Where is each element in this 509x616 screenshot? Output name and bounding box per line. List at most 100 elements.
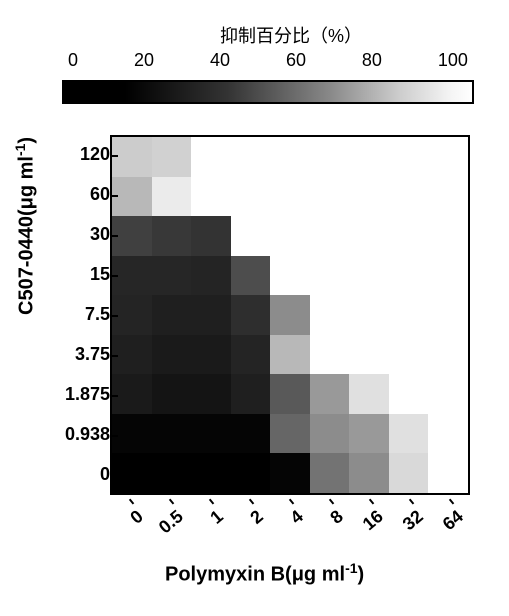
heatmap-cell	[152, 177, 192, 217]
heatmap-cell	[112, 453, 152, 493]
heatmap-cell	[389, 137, 429, 177]
heatmap-cell	[389, 374, 429, 414]
heatmap-cell	[389, 177, 429, 217]
heatmap-cell	[191, 374, 231, 414]
heatmap-cell	[270, 216, 310, 256]
heatmap-cell	[231, 137, 271, 177]
heatmap-cell	[152, 256, 192, 296]
colorbar-tick: 40	[210, 50, 230, 70]
heatmap-cell	[349, 335, 389, 375]
heatmap-cell	[270, 295, 310, 335]
colorbar-tick: 100	[438, 50, 468, 70]
heatmap-cell	[428, 453, 468, 493]
heatmap-cell	[389, 335, 429, 375]
y-tick: 15	[56, 264, 110, 285]
heatmap-cell	[310, 295, 350, 335]
heatmap-cell	[191, 335, 231, 375]
y-axis: 120 60 30 15 7.5 3.75 1.875 0.938 0	[56, 135, 110, 495]
heatmap-cell	[310, 256, 350, 296]
x-tick: 4	[286, 506, 307, 529]
heatmap-cell	[349, 256, 389, 296]
heatmap-cell	[428, 414, 468, 454]
y-tick: 120	[56, 144, 110, 165]
y-axis-label: C507-0440(μg ml-1)	[12, 137, 39, 315]
y-tick: 0	[56, 464, 110, 485]
heatmap-cell	[349, 177, 389, 217]
heatmap-cell	[191, 137, 231, 177]
x-axis: 00.51248163264	[110, 500, 470, 550]
y-tick: 7.5	[56, 304, 110, 325]
colorbar	[62, 80, 474, 104]
heatmap-cell	[191, 177, 231, 217]
heatmap-cell	[270, 374, 310, 414]
heatmap-cell	[231, 177, 271, 217]
colorbar-tick: 20	[134, 50, 154, 70]
heatmap-cell	[231, 414, 271, 454]
heatmap-cell	[152, 374, 192, 414]
heatmap-cell	[152, 414, 192, 454]
y-tick: 1.875	[56, 384, 110, 405]
heatmap-cell	[310, 453, 350, 493]
heatmap-cell	[310, 137, 350, 177]
heatmap-cell	[349, 414, 389, 454]
y-tick: 3.75	[56, 344, 110, 365]
x-tick: 8	[326, 506, 347, 529]
heatmap-cell	[428, 335, 468, 375]
heatmap-cell	[270, 335, 310, 375]
heatmap-cell	[191, 216, 231, 256]
heatmap-cell	[349, 374, 389, 414]
colorbar-tick: 60	[286, 50, 306, 70]
heatmap-cell	[152, 453, 192, 493]
x-tick: 32	[399, 506, 428, 535]
x-tick: 64	[439, 506, 468, 535]
colorbar-ticks: 0 20 40 60 80 100	[68, 50, 468, 70]
heatmap-cell	[428, 216, 468, 256]
heatmap-cell	[428, 374, 468, 414]
heatmap-cell	[152, 295, 192, 335]
heatmap-cell	[428, 256, 468, 296]
heatmap-cell	[389, 216, 429, 256]
x-tick: 0	[126, 506, 147, 529]
heatmap-cell	[310, 177, 350, 217]
heatmap-cell	[310, 335, 350, 375]
heatmap-cell	[310, 374, 350, 414]
y-tick: 60	[56, 184, 110, 205]
heatmap-cell	[152, 335, 192, 375]
heatmap-cell	[389, 295, 429, 335]
y-tick: 0.938	[56, 424, 110, 445]
y-tick: 30	[56, 224, 110, 245]
colorbar-tick: 80	[362, 50, 382, 70]
heatmap-cell	[231, 335, 271, 375]
heatmap-cell	[389, 256, 429, 296]
heatmap-cell	[428, 137, 468, 177]
heatmap-cell	[191, 256, 231, 296]
heatmap-cell	[152, 137, 192, 177]
heatmap-cell	[231, 374, 271, 414]
heatmap-cell	[270, 453, 310, 493]
heatmap-cell	[270, 256, 310, 296]
heatmap-cell	[270, 414, 310, 454]
heatmap-cell	[349, 295, 389, 335]
heatmap-cell	[231, 453, 271, 493]
heatmap-cell	[310, 216, 350, 256]
heatmap-cell	[389, 414, 429, 454]
heatmap-cell	[191, 295, 231, 335]
x-tick: 1	[206, 506, 227, 529]
heatmap-cell	[191, 414, 231, 454]
heatmap-cell	[231, 295, 271, 335]
x-tick: 0.5	[155, 506, 188, 538]
chart-container: 抑制百分比（%） 0 20 40 60 80 100 1206030157.53…	[0, 0, 509, 616]
heatmap-cell	[231, 216, 271, 256]
heatmap-cell	[231, 256, 271, 296]
heatmap-cell	[349, 453, 389, 493]
heatmap-cell	[349, 216, 389, 256]
heatmap-cell	[191, 453, 231, 493]
heatmap-cell	[389, 453, 429, 493]
colorbar-tick: 0	[68, 50, 78, 70]
heatmap-cell	[270, 137, 310, 177]
heatmap-cell	[349, 137, 389, 177]
heatmap-cell	[310, 414, 350, 454]
x-tick: 2	[246, 506, 267, 529]
heatmap-cell	[428, 295, 468, 335]
x-axis-label: Polymyxin B(μg ml-1)	[165, 560, 364, 587]
